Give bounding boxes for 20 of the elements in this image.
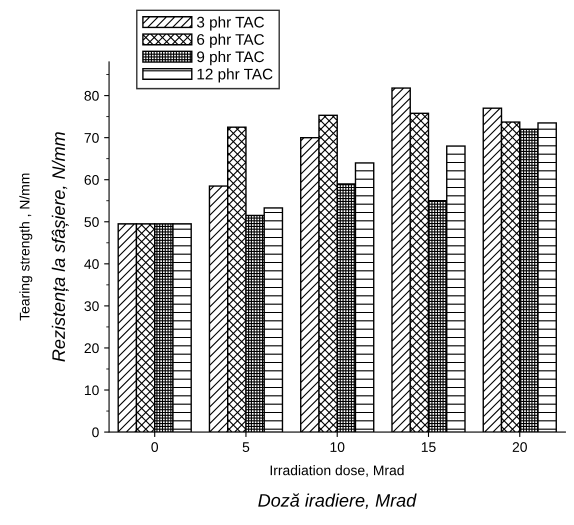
x-tick-label: 5 xyxy=(242,442,250,452)
legend-label: 9 phr TAC xyxy=(197,50,264,66)
y-tick-label: 10 xyxy=(84,385,99,396)
y-tick-label: 60 xyxy=(84,175,99,185)
legend-label: 12 phr TAC xyxy=(198,68,273,83)
x-tick-label: 0 xyxy=(151,442,158,452)
y-tick-label: 40 xyxy=(84,259,99,270)
y-tick-label: 50 xyxy=(84,217,99,227)
y-tick-label: 80 xyxy=(84,90,99,101)
y-tick-label: 70 xyxy=(84,132,99,143)
y-tick-label: 0 xyxy=(92,427,99,438)
y-tick-label: 20 xyxy=(84,343,99,354)
x-tick-label: 15 xyxy=(422,442,436,452)
x-tick-label: 20 xyxy=(512,442,527,452)
legend-label: 6 phr TAC xyxy=(197,34,264,48)
x-axis-title: Irradiation dose, Mrad Doză iradiere, Mrad xyxy=(258,465,417,509)
y-tick-label: 30 xyxy=(84,301,99,312)
legend-label: 3 phr TAC xyxy=(196,16,264,31)
text: Tearing strength , N/mm Rezistența la sfâșiere, N/mm xyxy=(19,132,69,362)
x-tick-label: 10 xyxy=(330,442,344,452)
